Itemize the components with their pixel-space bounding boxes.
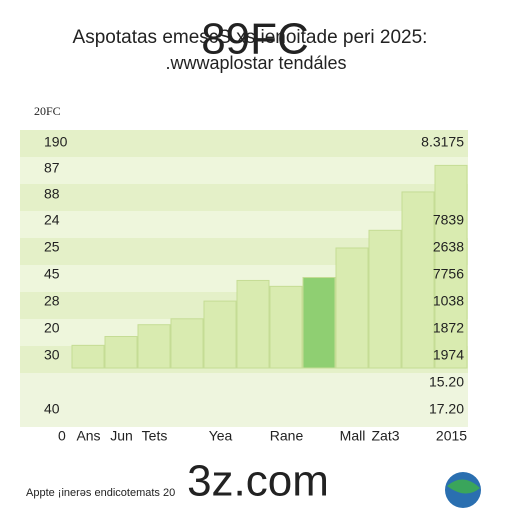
x-tick-label: Zat3 xyxy=(371,428,399,444)
band xyxy=(20,184,468,211)
band xyxy=(20,130,468,157)
bar xyxy=(401,191,435,369)
left-label: 45 xyxy=(44,266,60,282)
origin-label: 0 xyxy=(58,428,66,444)
x-tick-label: Jun xyxy=(110,428,133,444)
left-label: 190 xyxy=(44,134,68,150)
bar xyxy=(269,285,303,369)
title-overlay: 89FC xyxy=(201,15,309,64)
bar xyxy=(434,164,468,369)
bar xyxy=(203,300,237,369)
band xyxy=(20,373,468,400)
bar xyxy=(368,229,402,369)
right-label: 7756 xyxy=(433,266,464,282)
corner-label: 20FC xyxy=(34,104,61,118)
band xyxy=(20,400,468,427)
left-label: 25 xyxy=(44,239,60,255)
left-label: 30 xyxy=(44,347,60,363)
chart-subtitle: .wwwaplostar tendáles xyxy=(165,53,346,73)
logo xyxy=(445,472,481,508)
left-label: 24 xyxy=(44,212,60,228)
bar xyxy=(170,318,204,369)
bar xyxy=(335,247,369,369)
right-label: 15.20 xyxy=(429,374,464,390)
right-label: 8.3175 xyxy=(421,134,464,150)
left-label: 88 xyxy=(44,186,60,202)
right-label: 1974 xyxy=(433,347,464,363)
x-tick-label: 2015 xyxy=(436,428,467,444)
chart-title: Aspotatas emescS xs ienoitade peri 2025: xyxy=(73,27,428,48)
left-label: 40 xyxy=(44,401,60,417)
left-label: 28 xyxy=(44,293,60,309)
bar xyxy=(302,277,336,369)
x-tick-label: Tets xyxy=(142,428,168,444)
x-tick-label: Mall xyxy=(340,428,366,444)
bar xyxy=(71,344,105,369)
right-label: 7839 xyxy=(433,212,464,228)
x-tick-label: Rane xyxy=(270,428,304,444)
x-tick-label: Yea xyxy=(209,428,233,444)
left-label: 20 xyxy=(44,320,60,336)
x-tick-label: Ans xyxy=(76,428,100,444)
left-label: 87 xyxy=(44,160,60,176)
logo-leaf xyxy=(447,479,480,494)
watermark: 3z.com xyxy=(187,457,329,506)
right-label: 17.20 xyxy=(429,401,464,417)
right-label: 1038 xyxy=(433,293,464,309)
band xyxy=(20,157,468,184)
bar xyxy=(236,279,270,369)
right-label: 1872 xyxy=(433,320,464,336)
footer: Appte ¡inerəs endicotemats 20 xyxy=(26,487,175,499)
right-label: 2638 xyxy=(433,239,464,255)
bar xyxy=(104,336,138,369)
bar xyxy=(137,324,171,369)
